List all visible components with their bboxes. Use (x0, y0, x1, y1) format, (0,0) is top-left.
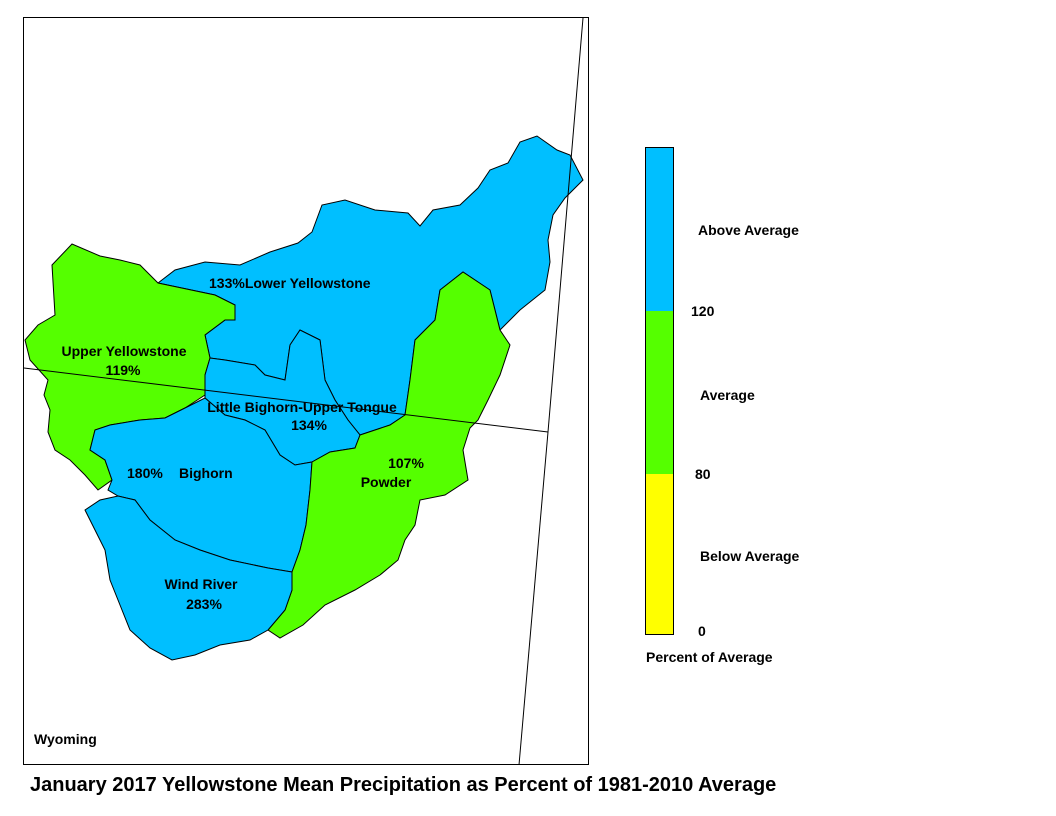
legend-color-bar (645, 147, 674, 635)
legend-tick-0: 0 (698, 623, 706, 639)
label-wind-river-percent: 283% (186, 596, 222, 612)
label-little-bighorn-percent: 134% (291, 417, 327, 433)
label-powder-name: Powder (361, 474, 412, 490)
label-upper-yellowstone-name: Upper Yellowstone (62, 343, 187, 359)
legend-above-label: Above Average (698, 222, 799, 238)
legend-average-label: Average (700, 387, 755, 403)
state-boundary-lines (23, 17, 584, 766)
legend-title: Percent of Average (646, 649, 773, 665)
legend-swatch-above (646, 148, 673, 311)
label-powder-percent: 107% (388, 455, 424, 471)
legend-swatch-below (646, 474, 673, 634)
state-label: Wyoming (34, 731, 97, 747)
map-title: January 2017 Yellowstone Mean Precipitat… (30, 774, 777, 796)
label-wind-river-name: Wind River (165, 576, 239, 592)
legend-swatch-average (646, 311, 673, 474)
basin-powder (267, 271, 511, 639)
legend-tick-80: 80 (695, 466, 711, 482)
label-lower-yellowstone: 133%Lower Yellowstone (209, 275, 371, 291)
label-bighorn-percent: 180% (127, 465, 163, 481)
map-frame (23, 17, 589, 765)
label-upper-yellowstone-percent: 119% (105, 362, 141, 378)
basin-wind-river (84, 495, 293, 661)
label-little-bighorn-name: Little Bighorn-Upper Tongue (207, 399, 397, 415)
legend-tick-120: 120 (691, 303, 715, 319)
label-bighorn-name: Bighorn (179, 465, 233, 481)
legend-below-label: Below Average (700, 548, 800, 564)
